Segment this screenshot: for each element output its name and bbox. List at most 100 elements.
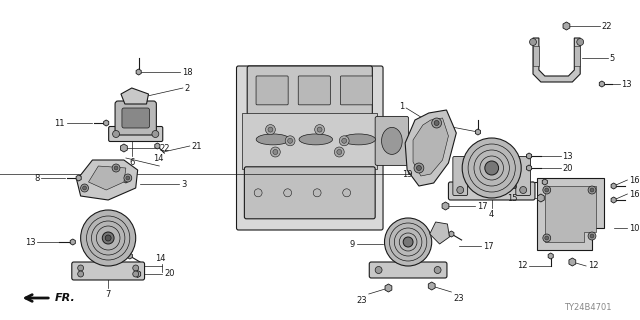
FancyBboxPatch shape (115, 101, 156, 135)
Text: 14: 14 (154, 154, 164, 163)
Circle shape (432, 118, 442, 128)
Circle shape (266, 124, 275, 135)
FancyBboxPatch shape (244, 167, 375, 219)
Bar (574, 46, 580, 66)
Ellipse shape (381, 127, 402, 155)
Polygon shape (527, 165, 532, 171)
FancyBboxPatch shape (72, 262, 145, 280)
Circle shape (81, 184, 88, 192)
Text: 7: 7 (106, 290, 111, 299)
Polygon shape (385, 284, 392, 292)
Circle shape (337, 149, 342, 155)
Circle shape (152, 131, 159, 138)
Circle shape (271, 147, 280, 157)
Polygon shape (533, 38, 580, 82)
Circle shape (403, 237, 413, 247)
Circle shape (268, 127, 273, 132)
Circle shape (543, 186, 550, 194)
Polygon shape (569, 258, 576, 266)
Text: 3: 3 (181, 180, 186, 188)
Ellipse shape (256, 134, 290, 145)
Circle shape (342, 189, 351, 197)
Circle shape (83, 186, 86, 190)
Circle shape (590, 234, 594, 238)
FancyBboxPatch shape (453, 156, 468, 196)
FancyBboxPatch shape (237, 66, 383, 230)
Polygon shape (548, 253, 553, 259)
FancyBboxPatch shape (369, 262, 447, 278)
Polygon shape (527, 153, 532, 159)
Text: 22: 22 (602, 21, 612, 30)
Circle shape (317, 127, 322, 132)
Circle shape (434, 267, 441, 274)
Text: 11: 11 (54, 118, 65, 127)
Text: FR.: FR. (55, 293, 76, 303)
Circle shape (545, 236, 548, 240)
Circle shape (529, 38, 536, 45)
Polygon shape (70, 239, 76, 245)
Text: 15: 15 (507, 181, 517, 190)
Text: 13: 13 (563, 151, 573, 161)
Text: 20: 20 (434, 122, 445, 131)
Circle shape (462, 138, 521, 198)
Circle shape (457, 187, 463, 194)
Polygon shape (542, 179, 547, 185)
FancyBboxPatch shape (375, 116, 408, 165)
Text: 16: 16 (629, 175, 640, 185)
Circle shape (102, 232, 114, 244)
Polygon shape (563, 22, 570, 30)
Text: 22: 22 (159, 143, 170, 153)
Polygon shape (413, 118, 449, 176)
Circle shape (342, 138, 347, 143)
Text: 9: 9 (349, 239, 355, 249)
Circle shape (112, 164, 120, 172)
Text: 23: 23 (453, 294, 464, 303)
Circle shape (485, 161, 499, 175)
Circle shape (77, 271, 84, 277)
Polygon shape (428, 282, 435, 290)
Text: 5: 5 (610, 53, 615, 62)
Text: 12: 12 (516, 261, 527, 270)
Ellipse shape (342, 134, 376, 145)
Circle shape (417, 165, 421, 171)
Circle shape (588, 186, 596, 194)
Polygon shape (545, 186, 596, 242)
Polygon shape (104, 120, 109, 126)
FancyBboxPatch shape (256, 76, 288, 105)
Circle shape (113, 131, 120, 138)
Polygon shape (599, 81, 604, 87)
Text: 10: 10 (629, 223, 640, 233)
FancyBboxPatch shape (516, 156, 531, 196)
Polygon shape (136, 69, 141, 75)
Text: 1: 1 (399, 101, 404, 110)
Polygon shape (121, 88, 148, 104)
FancyBboxPatch shape (122, 108, 150, 128)
Circle shape (124, 174, 132, 182)
Bar (533, 46, 539, 66)
Text: 13: 13 (621, 79, 632, 89)
Ellipse shape (299, 134, 333, 145)
Circle shape (375, 267, 382, 274)
Circle shape (577, 38, 584, 45)
Text: 14: 14 (156, 254, 166, 263)
Circle shape (77, 265, 84, 271)
Circle shape (285, 136, 295, 146)
Circle shape (339, 136, 349, 146)
Polygon shape (449, 231, 454, 237)
Circle shape (385, 218, 432, 266)
Text: 4: 4 (489, 210, 494, 219)
Polygon shape (611, 183, 616, 189)
FancyBboxPatch shape (298, 76, 330, 105)
Text: 20: 20 (563, 164, 573, 172)
Circle shape (313, 189, 321, 197)
Polygon shape (127, 253, 132, 259)
Polygon shape (134, 270, 141, 277)
Text: 2: 2 (185, 84, 190, 92)
Polygon shape (537, 178, 604, 250)
Polygon shape (611, 197, 616, 203)
Text: 17: 17 (483, 242, 493, 251)
Circle shape (114, 166, 118, 170)
Text: 19: 19 (403, 170, 413, 179)
Circle shape (545, 188, 548, 192)
Circle shape (287, 138, 292, 143)
